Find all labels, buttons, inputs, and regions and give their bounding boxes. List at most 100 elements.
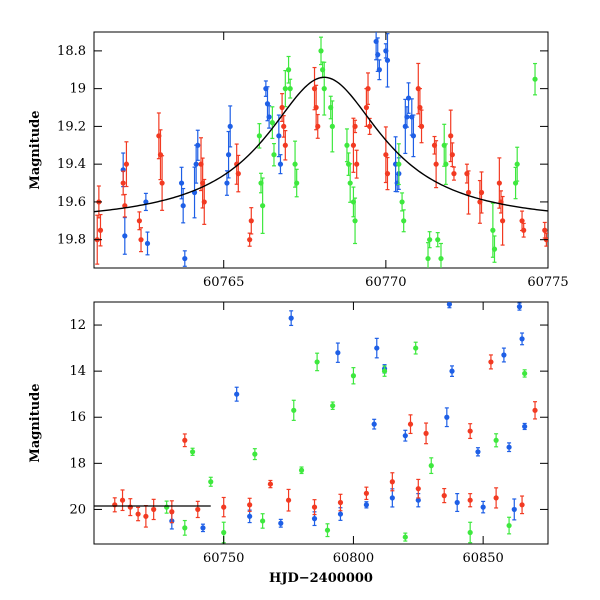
- bottom-panel-marks: [94, 302, 538, 544]
- top-panel-marks: [94, 32, 548, 268]
- x-tick-label: 60765: [203, 275, 244, 290]
- green-data-point: [428, 457, 434, 475]
- blue-data-point: [454, 493, 460, 513]
- red-data-point: [248, 207, 254, 235]
- blue-data-point: [501, 347, 507, 363]
- blue-data-point: [410, 114, 417, 158]
- blue-data-point: [144, 231, 151, 256]
- blue-data-point: [475, 447, 481, 457]
- y-tick-label: 12: [69, 318, 86, 333]
- blue-data-point: [227, 105, 233, 148]
- y-tick-label: 19.6: [57, 195, 86, 210]
- blue-data-point: [277, 154, 284, 175]
- blue-data-point: [522, 422, 528, 431]
- green-data-point: [318, 36, 324, 66]
- blue-data-point: [384, 33, 391, 88]
- green-data-point: [443, 143, 449, 185]
- red-data-point: [451, 166, 457, 181]
- y-tick-label: 18: [69, 456, 86, 471]
- red-data-point: [282, 130, 288, 161]
- red-data-point: [441, 487, 447, 504]
- blue-data-point: [193, 144, 199, 184]
- y-tick-label: 19.2: [57, 119, 86, 134]
- red-data-point: [433, 140, 439, 189]
- green-data-point: [413, 341, 419, 355]
- red-data-point: [182, 433, 188, 448]
- green-data-point: [321, 61, 327, 116]
- blue-data-point: [402, 429, 408, 442]
- blue-data-point: [371, 418, 377, 430]
- blue-data-point: [389, 488, 395, 508]
- red-data-point: [136, 211, 142, 231]
- red-data-point: [235, 154, 241, 193]
- blue-data-point: [480, 500, 486, 514]
- blue-data-point: [404, 106, 410, 128]
- blue-data-point: [374, 337, 380, 359]
- red-data-point: [521, 222, 527, 238]
- green-data-point: [329, 100, 335, 153]
- red-data-point: [415, 478, 421, 499]
- red-data-point: [354, 149, 360, 179]
- green-data-point: [328, 95, 334, 120]
- green-data-point: [294, 168, 300, 198]
- green-data-point: [427, 231, 433, 249]
- blue-data-point: [519, 332, 525, 346]
- green-data-point: [260, 513, 266, 529]
- blue-data-point: [506, 442, 512, 453]
- green-data-point: [271, 143, 277, 167]
- red-data-point: [285, 488, 292, 512]
- red-data-point: [247, 232, 253, 247]
- green-data-point: [350, 367, 357, 385]
- green-data-point: [491, 235, 498, 263]
- red-data-point: [311, 499, 318, 516]
- red-data-point: [97, 213, 104, 247]
- blue-data-point: [376, 59, 382, 81]
- x-tick-label: 60850: [462, 551, 503, 566]
- red-data-point: [478, 171, 485, 214]
- green-data-point: [522, 369, 528, 378]
- blue-data-point: [278, 518, 284, 528]
- blue-data-point: [266, 105, 272, 129]
- green-data-point: [396, 143, 402, 186]
- green-data-point: [514, 146, 520, 182]
- red-data-point: [519, 495, 525, 515]
- red-data-point: [169, 500, 175, 524]
- x-tick-label: 60750: [203, 551, 244, 566]
- green-data-point: [269, 106, 275, 140]
- blue-data-point: [182, 250, 188, 267]
- red-data-point: [493, 487, 499, 509]
- red-data-point: [423, 422, 429, 445]
- blue-data-point: [516, 302, 523, 311]
- green-data-point: [282, 70, 288, 108]
- top-y-axis-title: Magnitude: [28, 110, 43, 189]
- red-data-point: [135, 506, 141, 522]
- blue-data-point: [224, 170, 230, 196]
- x-tick-label: 60775: [527, 275, 568, 290]
- red-data-point: [267, 479, 274, 489]
- green-data-point: [399, 192, 405, 212]
- bottom-panel-axes: 60750 60800 60850 12 14 16 18 20: [69, 302, 548, 566]
- red-data-point: [467, 493, 473, 508]
- green-data-point: [493, 433, 499, 448]
- y-tick-label: 20: [69, 502, 86, 517]
- red-data-point: [201, 178, 207, 225]
- green-data-point: [506, 516, 512, 535]
- red-data-point: [384, 156, 391, 191]
- blue-data-point: [363, 501, 369, 509]
- red-data-point: [337, 493, 344, 512]
- green-data-point: [208, 476, 214, 487]
- blue-data-point: [143, 192, 149, 212]
- model-curve: [94, 76, 548, 213]
- red-data-point: [120, 170, 126, 196]
- green-data-point: [467, 521, 473, 544]
- red-data-point: [389, 472, 395, 492]
- green-data-point: [292, 140, 298, 188]
- red-data-point: [363, 486, 369, 501]
- red-data-point: [123, 141, 130, 188]
- y-tick-label: 19.4: [57, 157, 86, 172]
- red-data-point: [488, 354, 494, 370]
- green-data-point: [189, 447, 196, 456]
- green-data-point: [512, 166, 519, 200]
- green-data-point: [260, 177, 266, 234]
